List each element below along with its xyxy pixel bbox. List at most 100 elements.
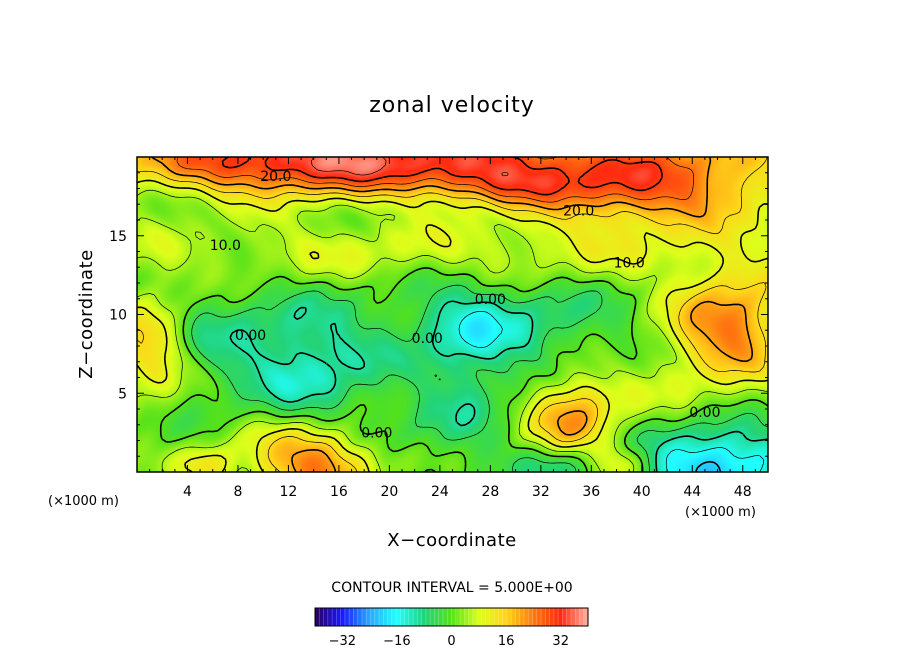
x-tick-label: 44 <box>683 484 701 500</box>
colorbar-segment <box>349 608 354 626</box>
contour-interval-text: CONTOUR INTERVAL = 5.000E+00 <box>331 580 572 596</box>
contour-label: 0.00 <box>412 331 443 347</box>
contour-line <box>458 310 764 472</box>
contour-label: 0.00 <box>475 292 506 308</box>
x-tick-label: 12 <box>280 484 298 500</box>
colorbar-segment <box>417 608 423 626</box>
colorbar-segment <box>562 608 568 626</box>
chart-title: zonal velocity <box>369 93 535 118</box>
colorbar-segment <box>545 608 551 626</box>
x-tick-label: 4 <box>183 484 192 500</box>
colorbar-segment <box>434 608 440 626</box>
colorbar-tick-label: 16 <box>498 634 515 649</box>
colorbar-tick-label: 32 <box>552 634 569 649</box>
colorbar-segment <box>477 608 482 626</box>
colorbar-segment <box>485 608 491 626</box>
x-tick-label: 20 <box>380 484 398 500</box>
colorbar-segment <box>541 608 546 626</box>
colorbar-segment <box>361 608 367 626</box>
x-unit-label-right: (×1000 m) <box>685 505 756 520</box>
colorbar-segment <box>549 608 555 626</box>
colorbar-segment <box>528 608 534 626</box>
colorbar-tick-label: −32 <box>329 634 356 649</box>
contour-labels: 20.0 20.0 10.0 10.0 0.00 0.00 0.00 0.00 0.00 <box>210 169 721 442</box>
contour-label: 10.0 <box>614 256 645 272</box>
colorbar-segment <box>336 608 342 626</box>
colorbar-segment <box>570 608 576 626</box>
colorbar-segment <box>524 608 529 626</box>
colorbar-segment <box>489 608 495 626</box>
colorbar-segment <box>536 608 542 626</box>
y-tick-label: 5 <box>118 386 127 402</box>
contour-lines <box>137 157 768 472</box>
colorbar-segment <box>413 608 418 626</box>
contour-line <box>221 157 663 196</box>
colorbar-segment <box>506 608 512 626</box>
x-tick-label: 8 <box>233 484 242 500</box>
x-tick-label: 16 <box>330 484 348 500</box>
colorbar-segment <box>583 608 589 626</box>
colorbar-segment <box>400 608 406 626</box>
x-tick-label: 24 <box>431 484 449 500</box>
colorbar-segment <box>396 608 401 626</box>
colorbar-segment <box>344 608 350 626</box>
contour-label: 0.00 <box>235 328 266 344</box>
colorbar-segment <box>519 608 525 626</box>
colorbar-segment <box>455 608 461 626</box>
colorbar-segment <box>378 608 384 626</box>
colorbar-segment <box>404 608 410 626</box>
colorbar-segment <box>353 608 359 626</box>
x-unit-label-left: (×1000 m) <box>48 494 119 509</box>
y-tick-label: 15 <box>109 229 127 245</box>
contour-line <box>137 189 768 472</box>
colorbar-segment <box>460 608 465 626</box>
colorbar-segment <box>481 608 487 626</box>
colorbar-segment <box>515 608 521 626</box>
colorbar-tick-label: 0 <box>447 634 455 649</box>
colorbar-segment <box>579 608 585 626</box>
colorbar-segment <box>502 608 508 626</box>
colorbar-segment <box>383 608 389 626</box>
colorbar-segment <box>319 608 325 626</box>
colorbar-segment <box>387 608 393 626</box>
colorbar-segment <box>438 608 444 626</box>
colorbar-segment <box>374 608 380 626</box>
x-tick-label: 36 <box>582 484 600 500</box>
colorbar-segment <box>340 608 346 626</box>
contour-label: 20.0 <box>563 204 594 220</box>
y-axis-label: Z−coordinate <box>76 249 97 378</box>
contour-label: 0.00 <box>689 405 720 421</box>
colorbar-segment <box>464 608 470 626</box>
contour-line <box>137 179 768 472</box>
colorbar-segment <box>553 608 559 626</box>
contour-line <box>176 157 694 203</box>
colorbar-segment <box>332 608 337 626</box>
colorbar-segment <box>451 608 457 626</box>
x-tick-label: 28 <box>481 484 499 500</box>
contour-line <box>137 157 768 472</box>
colorbar-segment <box>472 608 478 626</box>
colorbar-segment <box>391 608 397 626</box>
contour-line <box>151 157 754 472</box>
contour-label: 10.0 <box>210 238 241 254</box>
colorbar-segment <box>468 608 474 626</box>
contour-line <box>310 157 509 177</box>
plot-area <box>137 157 768 472</box>
contour-line <box>191 284 768 472</box>
contour-line <box>159 267 768 472</box>
colorbar-segment <box>511 608 517 626</box>
colorbar-frame <box>314 607 589 627</box>
x-tick-label: 48 <box>734 484 752 500</box>
colorbar-segment <box>430 608 436 626</box>
colorbar-segment <box>408 608 414 626</box>
contour-line <box>694 460 722 472</box>
contour-label: 20.0 <box>260 169 291 185</box>
colorbar-segment <box>532 608 538 626</box>
colorbar-segment <box>498 608 504 626</box>
contour-line <box>229 300 768 472</box>
colorbar-ticks: −32 −16 0 16 32 <box>329 634 569 649</box>
colorbar-segment <box>366 608 372 626</box>
colorbar-segment <box>357 608 363 626</box>
colorbar-segment <box>566 608 572 626</box>
